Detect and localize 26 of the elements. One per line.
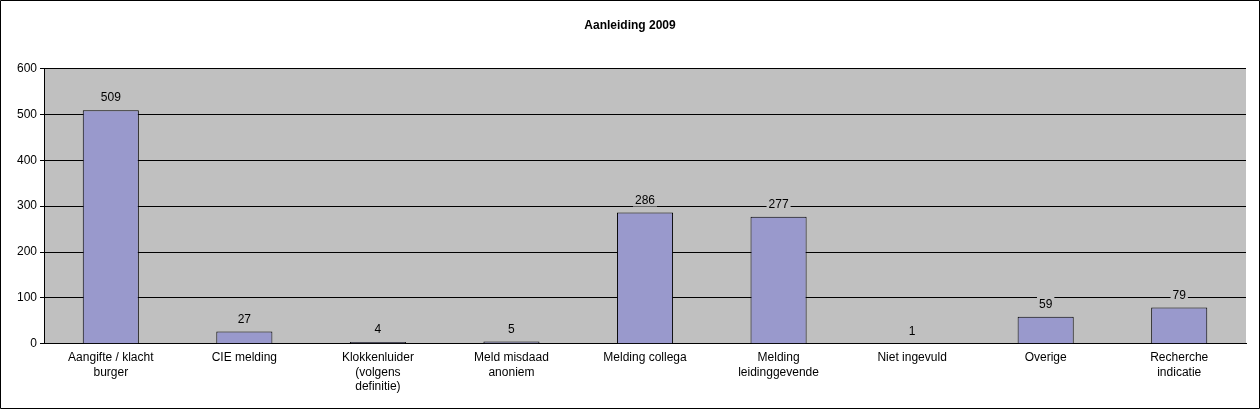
x-tick-label: Klokkenluider (volgens definitie) bbox=[341, 350, 414, 394]
data-label: 59 bbox=[1038, 297, 1053, 312]
data-label: 509 bbox=[100, 90, 122, 105]
data-label: 5 bbox=[508, 321, 516, 336]
data-label: 286 bbox=[635, 192, 656, 207]
chart-title: Aanleiding 2009 bbox=[584, 17, 676, 32]
data-label: 1 bbox=[908, 323, 916, 338]
x-tick-label: Recherche indicatie bbox=[1150, 350, 1209, 379]
y-tick-label: 200 bbox=[16, 244, 38, 259]
data-label: 4 bbox=[374, 322, 382, 337]
y-tick-label: 600 bbox=[16, 60, 38, 75]
data-label: 277 bbox=[768, 196, 789, 211]
data-label: 79 bbox=[1172, 287, 1187, 302]
y-tick-label: 500 bbox=[16, 106, 38, 121]
x-tick-label: Niet ingevuld bbox=[877, 350, 947, 365]
x-tick-label: Melding collega bbox=[603, 350, 688, 365]
x-tick-label: Overige bbox=[1024, 350, 1067, 365]
x-tick-label: Melding leidinggevende bbox=[738, 350, 820, 379]
x-tick-label: Aangifte / klacht burger bbox=[68, 350, 155, 379]
y-tick-label: 400 bbox=[16, 152, 38, 167]
x-tick-label: CIE melding bbox=[211, 350, 278, 365]
y-tick-label: 300 bbox=[16, 198, 38, 213]
y-tick-label: 100 bbox=[16, 290, 38, 305]
y-tick-label: 0 bbox=[30, 336, 38, 351]
data-label: 27 bbox=[237, 311, 252, 326]
x-tick-label: Meld misdaad anoniem bbox=[474, 350, 549, 379]
